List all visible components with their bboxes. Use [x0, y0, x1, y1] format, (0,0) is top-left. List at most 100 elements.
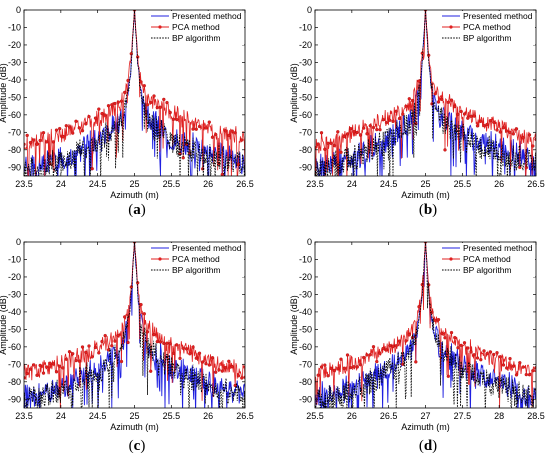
series-point	[417, 79, 421, 83]
series-point	[123, 90, 127, 95]
series-point	[479, 119, 483, 123]
series-point	[524, 372, 528, 377]
y-tick-label: -40	[299, 307, 312, 317]
series-point	[175, 343, 179, 347]
series-point	[236, 374, 241, 378]
series-point	[404, 104, 408, 108]
series-point	[531, 369, 535, 373]
y-tick-label: -10	[299, 22, 312, 32]
chart-panel-a: 23.5 24 24.5 25 25.5 26 26.5 0 -10 -20 -30 -40 -50 -6…	[0, 5, 254, 218]
series-point	[319, 131, 324, 135]
series-point	[227, 133, 231, 138]
series-point	[349, 126, 353, 131]
series-point	[51, 362, 55, 366]
series-point	[162, 97, 166, 102]
series-point	[41, 131, 46, 135]
series-point	[349, 365, 353, 370]
series-point	[417, 305, 421, 309]
panel-label: (a)	[128, 202, 146, 218]
series-point	[71, 131, 75, 135]
series-point	[97, 351, 101, 355]
series-point	[443, 148, 447, 152]
series-point	[443, 336, 447, 340]
series-point	[240, 138, 244, 142]
series-point	[462, 112, 467, 116]
series-point	[113, 339, 117, 343]
y-tick-label: -20	[299, 40, 312, 50]
series-point	[456, 112, 460, 117]
x-tick-label: 26	[203, 411, 213, 421]
series-point	[397, 116, 402, 121]
series-point	[342, 134, 346, 139]
series-point	[220, 172, 224, 176]
series-point	[110, 103, 114, 107]
series-point	[388, 343, 392, 348]
series-point	[394, 109, 398, 113]
y-tick-label: -10	[299, 254, 312, 264]
series-point	[204, 126, 208, 130]
x-axis-label: Azimuth (m)	[401, 422, 450, 432]
series-point	[171, 117, 176, 121]
series-point	[326, 374, 330, 378]
legend-box	[440, 11, 535, 45]
series-point	[352, 130, 356, 134]
series-point	[505, 129, 509, 133]
legend-box	[149, 243, 244, 277]
series-point	[227, 359, 231, 363]
y-tick-label: -40	[299, 75, 312, 85]
series-point	[155, 105, 159, 110]
series-point	[368, 124, 372, 128]
y-tick-label: -80	[8, 377, 21, 387]
y-tick-label: -90	[8, 394, 21, 404]
x-axis-label: Azimuth (m)	[401, 190, 450, 200]
series-point	[492, 120, 496, 124]
series-point	[329, 366, 333, 370]
y-tick-label: -60	[299, 342, 312, 352]
series-point	[139, 302, 143, 307]
series-point	[453, 335, 457, 340]
series-point	[355, 365, 359, 369]
y-tick-label: 0	[16, 5, 21, 15]
y-tick-label: -70	[8, 359, 21, 369]
series-point	[466, 116, 470, 120]
series-point	[230, 365, 234, 369]
legend-entry: BP algorithm	[172, 33, 221, 43]
series-point	[197, 124, 202, 129]
series-point	[38, 363, 42, 368]
series-point	[145, 103, 150, 107]
legend-entry: Presented method	[463, 243, 533, 253]
y-tick-label: -90	[299, 162, 312, 172]
series-point	[103, 333, 107, 338]
series-point	[48, 361, 52, 365]
x-tick-label: 24	[56, 411, 66, 421]
series-point	[332, 368, 337, 373]
y-tick-label: -40	[8, 307, 21, 317]
series-point	[191, 127, 195, 131]
legend-marker	[158, 257, 162, 261]
x-tick-label: 28.5	[527, 411, 545, 421]
series-point	[67, 125, 72, 129]
series-point	[194, 356, 198, 360]
series-point	[204, 362, 208, 366]
series-point	[456, 346, 460, 350]
series-point	[175, 117, 179, 122]
legend-entry: PCA method	[172, 254, 220, 264]
series-point	[339, 150, 343, 154]
series-point	[495, 351, 499, 355]
series-point	[217, 368, 221, 372]
series-point	[316, 142, 320, 146]
series-point	[210, 135, 215, 139]
series-point	[511, 132, 515, 136]
series-point	[498, 355, 502, 359]
series-point	[352, 365, 356, 369]
series-point	[84, 122, 88, 126]
series-point	[32, 363, 36, 367]
x-tick-label: 23.5	[306, 179, 324, 189]
series-point	[171, 351, 176, 356]
y-tick-label: -70	[299, 127, 312, 137]
series-point	[407, 333, 411, 337]
x-tick-label: 25.5	[163, 179, 181, 189]
series-point	[527, 373, 532, 377]
